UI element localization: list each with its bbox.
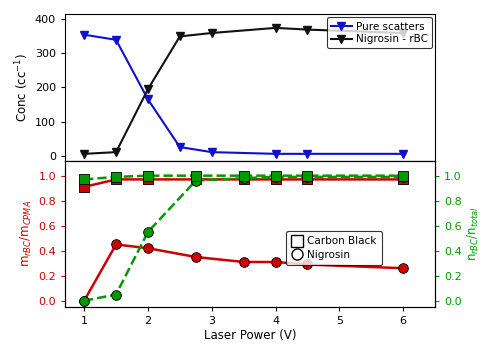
Nigrosin - rBC — [113, 150, 119, 154]
Pure scatters — [304, 152, 310, 156]
Pure scatters — [208, 150, 214, 154]
Y-axis label: Conc (cc$^{-1}$): Conc (cc$^{-1}$) — [13, 53, 30, 122]
Legend: Pure scatters, Nigrosin - rBC: Pure scatters, Nigrosin - rBC — [326, 17, 432, 48]
Nigrosin - rBC — [177, 34, 183, 39]
Pure scatters — [400, 152, 406, 156]
Y-axis label: m$_{rBC}$/m$_{CPMA}$: m$_{rBC}$/m$_{CPMA}$ — [19, 200, 34, 267]
Pure scatters — [145, 97, 151, 101]
Nigrosin - rBC — [272, 26, 278, 30]
X-axis label: Laser Power (V): Laser Power (V) — [204, 329, 296, 342]
Line: Pure scatters: Pure scatters — [80, 31, 407, 158]
Y-axis label: n$_{rBC}$/n$_{total}$: n$_{rBC}$/n$_{total}$ — [466, 206, 481, 261]
Nigrosin - rBC — [145, 87, 151, 91]
Pure scatters — [272, 152, 278, 156]
Line: Nigrosin - rBC: Nigrosin - rBC — [80, 24, 407, 158]
Nigrosin - rBC — [400, 31, 406, 35]
Nigrosin - rBC — [304, 27, 310, 32]
Legend: Carbon Black, Nigrosin: Carbon Black, Nigrosin — [286, 231, 382, 265]
Pure scatters — [113, 38, 119, 42]
Nigrosin - rBC — [81, 152, 87, 156]
Pure scatters — [177, 145, 183, 149]
Pure scatters — [81, 32, 87, 37]
Nigrosin - rBC — [208, 31, 214, 35]
